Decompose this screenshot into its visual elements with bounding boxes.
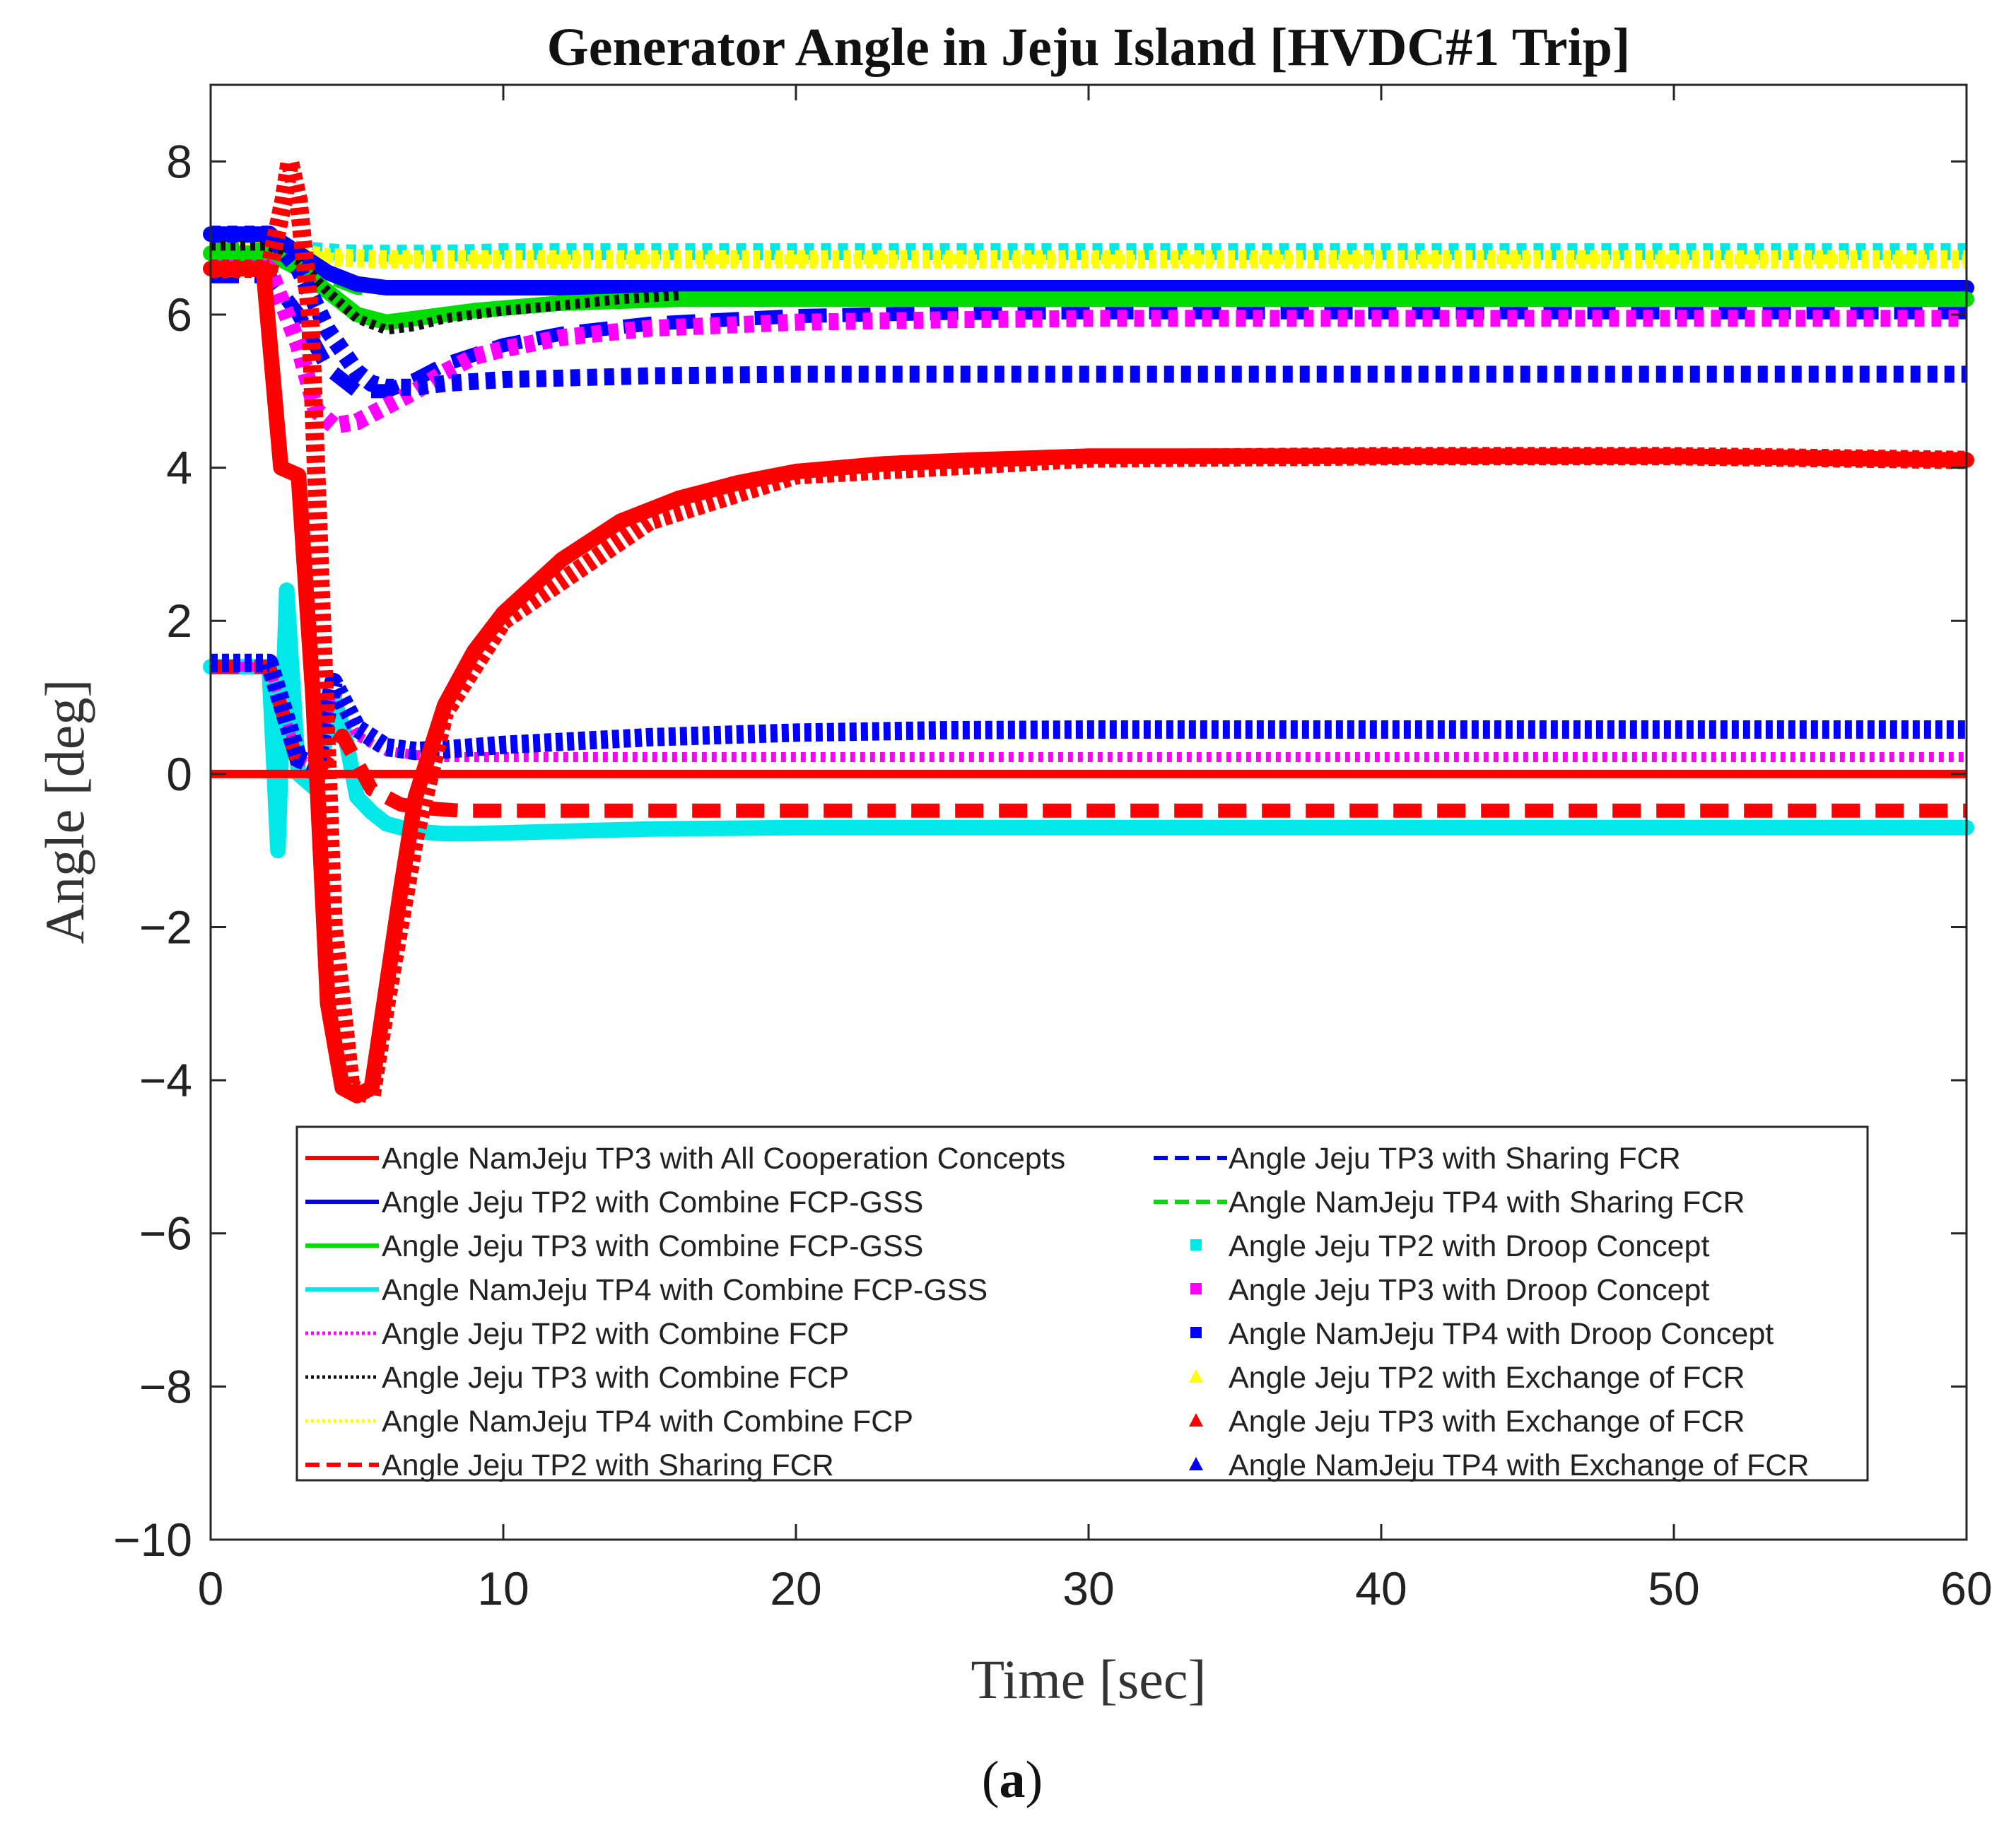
legend-label: Angle Jeju TP3 with Sharing FCR xyxy=(1229,1142,1681,1176)
y-tick-label: 6 xyxy=(166,288,192,341)
y-tick-label: −6 xyxy=(139,1207,192,1260)
x-axis-label: Time [sec] xyxy=(971,1649,1207,1710)
series-layer xyxy=(203,152,1974,1105)
legend-label: Angle Jeju TP3 with Combine FCP-GSS xyxy=(382,1229,923,1263)
legend-label: Angle NamJeju TP4 with Combine FCP xyxy=(382,1405,913,1439)
series-line-3 xyxy=(203,582,1974,859)
legend-swatch xyxy=(1189,1457,1203,1470)
legend-label: Angle Jeju TP2 with Sharing FCR xyxy=(382,1448,834,1482)
legend-item-9: Angle NamJeju TP4 with Sharing FCR xyxy=(1154,1185,1745,1219)
series-line-5 xyxy=(211,240,679,335)
legend-item-14: Angle Jeju TP3 with Exchange of FCR xyxy=(1189,1405,1745,1439)
series-line-14 xyxy=(211,152,1967,1105)
y-tick-label: −8 xyxy=(139,1360,192,1412)
y-tick-label: −10 xyxy=(113,1513,192,1566)
series-line-7 xyxy=(211,660,1967,818)
legend-item-11: Angle Jeju TP3 with Droop Concept xyxy=(1190,1273,1709,1307)
caption-letter: a xyxy=(1000,1751,1026,1809)
legend-item-0: Angle NamJeju TP3 with All Cooperation C… xyxy=(305,1142,1065,1176)
legend-label: Angle Jeju TP2 with Combine FCP xyxy=(382,1317,849,1351)
y-tick-label: −4 xyxy=(139,1054,192,1106)
legend-label: Angle NamJeju TP4 with Droop Concept xyxy=(1229,1317,1774,1351)
x-tick-label: 10 xyxy=(477,1562,529,1615)
y-tick-label: 0 xyxy=(166,748,192,800)
caption-close-paren: ) xyxy=(1026,1751,1043,1809)
legend-item-15: Angle NamJeju TP4 with Exchange of FCR xyxy=(1189,1448,1809,1482)
legend: Angle NamJeju TP3 with All Cooperation C… xyxy=(295,1125,1869,1482)
legend-swatch xyxy=(1189,1369,1203,1383)
legend-label: Angle Jeju TP3 with Exchange of FCR xyxy=(1229,1405,1745,1439)
y-tick-label: 8 xyxy=(166,135,192,187)
legend-item-7: Angle Jeju TP2 with Sharing FCR xyxy=(305,1448,834,1482)
legend-item-8: Angle Jeju TP3 with Sharing FCR xyxy=(1154,1142,1681,1176)
x-tick-label: 30 xyxy=(1062,1562,1114,1615)
y-tick-label: −2 xyxy=(139,901,192,953)
figure-caption: (a) xyxy=(982,1751,1043,1809)
legend-swatch xyxy=(1190,1283,1202,1294)
legend-label: Angle Jeju TP2 with Combine FCP-GSS xyxy=(382,1185,923,1219)
legend-label: Angle Jeju TP3 with Combine FCP xyxy=(382,1361,849,1395)
caption-open-paren: ( xyxy=(982,1751,1000,1809)
x-tick-label: 0 xyxy=(198,1562,224,1615)
legend-item-10: Angle Jeju TP2 with Droop Concept xyxy=(1190,1229,1709,1263)
legend-label: Angle NamJeju TP4 with Exchange of FCR xyxy=(1229,1448,1809,1482)
y-tick-label: 4 xyxy=(166,442,192,494)
legend-item-2: Angle Jeju TP3 with Combine FCP-GSS xyxy=(305,1229,923,1263)
legend-label: Angle NamJeju TP4 with Combine FCP-GSS xyxy=(382,1273,988,1307)
x-tick-label: 40 xyxy=(1355,1562,1407,1615)
legend-item-12: Angle NamJeju TP4 with Droop Concept xyxy=(1190,1317,1774,1351)
legend-label: Angle NamJeju TP4 with Sharing FCR xyxy=(1229,1185,1745,1219)
legend-swatch xyxy=(1190,1327,1202,1338)
legend-item-1: Angle Jeju TP2 with Combine FCP-GSS xyxy=(305,1185,923,1219)
x-tick-label: 50 xyxy=(1648,1562,1699,1615)
legend-item-13: Angle Jeju TP2 with Exchange of FCR xyxy=(1189,1361,1745,1395)
series-line-8 xyxy=(211,269,1967,399)
series-line-11 xyxy=(211,260,1967,434)
legend-item-4: Angle Jeju TP2 with Combine FCP xyxy=(305,1317,849,1351)
x-tick-label: 60 xyxy=(1940,1562,1992,1615)
legend-box xyxy=(295,1125,1869,1482)
legend-swatch xyxy=(1190,1239,1202,1251)
legend-label: Angle Jeju TP3 with Droop Concept xyxy=(1229,1273,1709,1307)
legend-swatch xyxy=(1189,1413,1203,1427)
y-tick-label: 2 xyxy=(166,595,192,647)
legend-item-6: Angle NamJeju TP4 with Combine FCP xyxy=(305,1405,913,1439)
legend-item-5: Angle Jeju TP3 with Combine FCP xyxy=(305,1361,849,1395)
legend-item-3: Angle NamJeju TP4 with Combine FCP-GSS xyxy=(305,1273,988,1307)
legend-label: Angle NamJeju TP3 with All Cooperation C… xyxy=(382,1142,1065,1176)
legend-label: Angle Jeju TP2 with Exchange of FCR xyxy=(1229,1361,1745,1395)
legend-label: Angle Jeju TP2 with Droop Concept xyxy=(1229,1229,1709,1263)
x-tick-label: 20 xyxy=(770,1562,821,1615)
y-axis-label: Angle [deg] xyxy=(34,679,95,944)
chart-title: Generator Angle in Jeju Island [HVDC#1 T… xyxy=(547,18,1631,77)
